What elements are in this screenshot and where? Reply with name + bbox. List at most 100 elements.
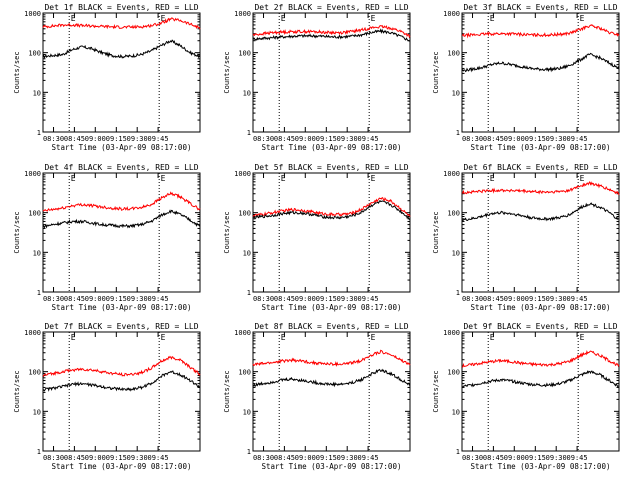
- y-axis-label: Counts/sec: [13, 51, 21, 93]
- x-tick-label: 08:30: [43, 295, 64, 303]
- x-tick-label: 08:45: [274, 135, 295, 143]
- y-tick-label: 100: [238, 369, 251, 377]
- y-tick-label: 1000: [24, 329, 41, 337]
- x-axis-label: Start Time (03-Apr-09 08:17:00): [52, 303, 192, 312]
- chart-title: Det 9f BLACK = Events, RED = LLD: [463, 322, 617, 331]
- plot-frame: [252, 331, 411, 452]
- x-tick-label: 08:45: [64, 135, 85, 143]
- series-lld-line: [252, 196, 411, 217]
- y-tick-label: 1000: [443, 10, 460, 18]
- x-axis-label: Start Time (03-Apr-09 08:17:00): [52, 143, 192, 152]
- x-tick-label: 09:30: [127, 295, 148, 303]
- event-marker-label: E: [71, 333, 76, 342]
- event-marker-label: E: [161, 333, 166, 342]
- x-tick-label: 09:45: [148, 135, 169, 143]
- x-tick-label: 09:30: [546, 454, 567, 462]
- event-marker-label: E: [281, 333, 286, 342]
- series-events-line: [461, 202, 620, 222]
- x-tick-label: 08:30: [462, 454, 483, 462]
- x-tick-label: 09:00: [504, 454, 525, 462]
- panel-det-4: Det 4f BLACK = Events, RED = LLD 1 10 100 10…: [13, 163, 201, 312]
- chart-title: Det 7f BLACK = Events, RED = LLD: [44, 322, 198, 331]
- y-tick-label: 1000: [234, 170, 251, 178]
- x-tick-label: 09:00: [295, 454, 316, 462]
- plot-frame: [42, 12, 201, 133]
- x-tick-label: 09:00: [85, 454, 106, 462]
- x-tick-label: 09:45: [567, 454, 588, 462]
- panel-det-7: Det 7f BLACK = Events, RED = LLD 1 10 100 10…: [13, 322, 201, 471]
- x-tick-label: 09:15: [525, 135, 546, 143]
- series-events-line: [252, 199, 411, 220]
- y-axis-label: Counts/sec: [432, 51, 440, 93]
- x-tick-label: 09:00: [85, 295, 106, 303]
- y-tick-label: 100: [447, 369, 460, 377]
- panel-det-6: Det 6f BLACK = Events, RED = LLD 1 10 100 10…: [432, 163, 620, 312]
- x-tick-label: 09:45: [567, 135, 588, 143]
- chart-title: Det 1f BLACK = Events, RED = LLD: [44, 3, 198, 12]
- chart-title: Det 2f BLACK = Events, RED = LLD: [254, 3, 408, 12]
- y-tick-label: 10: [33, 249, 41, 257]
- x-tick-label: 09:30: [337, 454, 358, 462]
- x-tick-label: 08:30: [462, 295, 483, 303]
- y-axis-label: Counts/sec: [223, 370, 231, 412]
- chart-title: Det 6f BLACK = Events, RED = LLD: [463, 163, 617, 172]
- y-axis-label: Counts/sec: [13, 370, 21, 412]
- y-tick-label: 1: [37, 129, 41, 137]
- y-tick-label: 10: [452, 249, 460, 257]
- chart-title: Det 8f BLACK = Events, RED = LLD: [254, 322, 408, 331]
- x-tick-label: 08:45: [274, 454, 295, 462]
- panel-det-5: Det 5f BLACK = Events, RED = LLD 1 10 100 10…: [223, 163, 411, 312]
- chart-title: Det 3f BLACK = Events, RED = LLD: [463, 3, 617, 12]
- x-tick-label: 09:45: [358, 295, 379, 303]
- x-tick-label: 09:45: [148, 454, 169, 462]
- y-tick-label: 1: [456, 289, 460, 297]
- x-tick-label: 09:30: [337, 295, 358, 303]
- y-tick-label: 10: [33, 408, 41, 416]
- x-tick-label: 09:00: [85, 135, 106, 143]
- series-events-line: [42, 370, 201, 392]
- y-axis-label: Counts/sec: [432, 211, 440, 253]
- plot-frame: [252, 172, 411, 293]
- y-tick-label: 100: [238, 50, 251, 58]
- x-tick-label: 09:45: [358, 135, 379, 143]
- y-tick-label: 1: [247, 129, 251, 137]
- panel-det-8: Det 8f BLACK = Events, RED = LLD 1 10 100 10…: [223, 322, 411, 471]
- x-tick-label: 09:30: [546, 295, 567, 303]
- y-tick-label: 1: [37, 448, 41, 456]
- x-tick-label: 08:45: [483, 454, 504, 462]
- x-tick-label: 09:15: [525, 454, 546, 462]
- x-tick-label: 08:45: [483, 295, 504, 303]
- y-tick-label: 100: [238, 210, 251, 218]
- x-tick-label: 08:30: [253, 454, 274, 462]
- x-tick-label: 09:30: [337, 135, 358, 143]
- event-marker-label: E: [490, 333, 495, 342]
- chart-title: Det 5f BLACK = Events, RED = LLD: [254, 163, 408, 172]
- series-events-line: [461, 370, 620, 389]
- y-axis-label: Counts/sec: [223, 51, 231, 93]
- x-tick-label: 09:15: [316, 295, 337, 303]
- x-axis-label: Start Time (03-Apr-09 08:17:00): [262, 462, 402, 471]
- event-marker-label: E: [281, 174, 286, 183]
- x-tick-label: 08:45: [64, 295, 85, 303]
- event-marker-label: E: [161, 174, 166, 183]
- x-tick-label: 09:00: [504, 135, 525, 143]
- x-axis-label: Start Time (03-Apr-09 08:17:00): [262, 143, 402, 152]
- series-lld-line: [461, 180, 620, 196]
- event-marker-label: E: [580, 174, 585, 183]
- event-marker-label: E: [580, 333, 585, 342]
- y-tick-label: 1000: [24, 170, 41, 178]
- plot-frame: [42, 331, 201, 452]
- y-tick-label: 100: [447, 210, 460, 218]
- series-events-line: [42, 209, 201, 229]
- series-lld-line: [462, 24, 620, 39]
- series-events-line: [461, 52, 620, 73]
- x-tick-label: 09:15: [106, 135, 127, 143]
- chart-title: Det 4f BLACK = Events, RED = LLD: [44, 163, 198, 172]
- plot-frame: [42, 172, 201, 293]
- x-axis-label: Start Time (03-Apr-09 08:17:00): [471, 143, 611, 152]
- x-axis-label: Start Time (03-Apr-09 08:17:00): [471, 462, 611, 471]
- y-tick-label: 1000: [443, 329, 460, 337]
- panel-det-3: Det 3f BLACK = Events, RED = LLD 1 10 100 10…: [432, 3, 620, 152]
- event-marker-label: E: [490, 14, 495, 23]
